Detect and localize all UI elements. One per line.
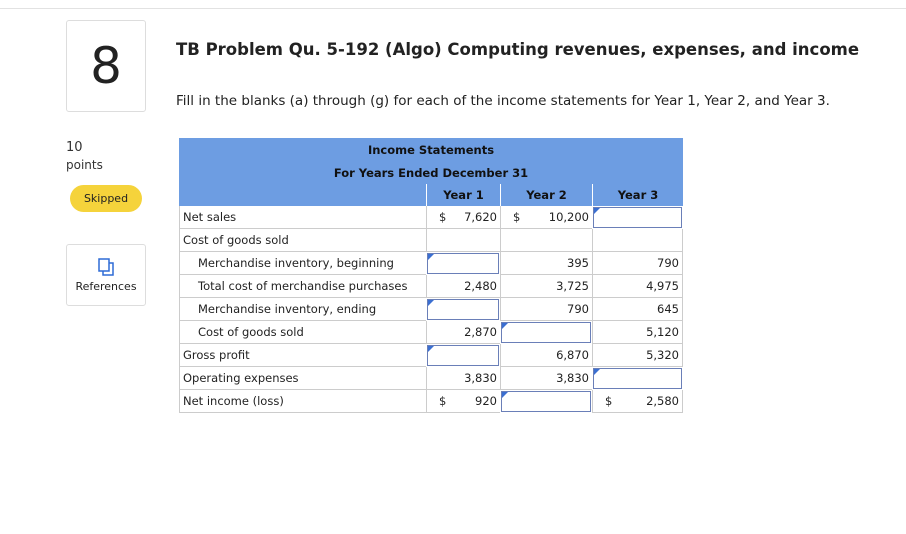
row-label: Operating expenses	[179, 367, 426, 390]
currency-sign: $	[439, 394, 447, 408]
references-label: References	[75, 280, 137, 293]
references-button[interactable]: References	[66, 244, 146, 306]
input-marker	[428, 254, 434, 260]
table-title: Income Statements	[179, 138, 683, 161]
answer-input[interactable]	[593, 368, 682, 389]
column-header: Year 2	[500, 184, 592, 206]
row-label: Total cost of merchandise purchases	[179, 275, 426, 298]
answer-input[interactable]	[427, 253, 499, 274]
row-label: Merchandise inventory, ending	[179, 298, 426, 321]
table-subtitle: For Years Ended December 31	[179, 161, 683, 184]
value-cell: 395	[500, 252, 592, 275]
value-cell: 3,725	[500, 275, 592, 298]
input-marker	[594, 369, 600, 375]
row-label: Cost of goods sold	[179, 229, 426, 252]
value-cell	[426, 229, 500, 252]
value-cell: $10,200	[500, 206, 592, 229]
value: 2,580	[646, 394, 679, 408]
divider	[0, 8, 906, 9]
value-cell: $920	[426, 390, 500, 413]
row-label: Merchandise inventory, beginning	[179, 252, 426, 275]
value-cell: 645	[592, 298, 683, 321]
value-cell	[500, 229, 592, 252]
row-label: Net income (loss)	[179, 390, 426, 413]
currency-sign: $	[439, 210, 447, 224]
points-value: 10	[66, 140, 83, 155]
points-label: points	[66, 158, 103, 172]
value: 920	[475, 394, 497, 408]
currency-sign: $	[513, 210, 521, 224]
answer-input[interactable]	[427, 299, 499, 320]
value-cell: 6,870	[500, 344, 592, 367]
value-cell: 5,320	[592, 344, 683, 367]
value-cell: 4,975	[592, 275, 683, 298]
value-cell: 2,870	[426, 321, 500, 344]
value: 10,200	[548, 210, 589, 224]
value-cell: 5,120	[592, 321, 683, 344]
answer-input[interactable]	[501, 322, 591, 343]
value: 7,620	[464, 210, 497, 224]
input-marker	[594, 208, 600, 214]
problem-title: TB Problem Qu. 5-192 (Algo) Computing re…	[176, 40, 860, 59]
input-marker	[502, 392, 508, 398]
value-cell: 790	[500, 298, 592, 321]
value-cell: $7,620	[426, 206, 500, 229]
references-icon	[98, 258, 114, 276]
value-cell	[592, 229, 683, 252]
question-number: 8	[66, 20, 146, 112]
input-marker	[428, 300, 434, 306]
input-marker	[502, 323, 508, 329]
answer-input[interactable]	[427, 345, 499, 366]
status-badge: Skipped	[70, 185, 142, 212]
row-label: Gross profit	[179, 344, 426, 367]
answer-input[interactable]	[593, 207, 682, 228]
currency-sign: $	[605, 394, 613, 408]
value-cell: 790	[592, 252, 683, 275]
instructions: Fill in the blanks (a) through (g) for e…	[176, 93, 830, 109]
value-cell: 3,830	[500, 367, 592, 390]
answer-input[interactable]	[501, 391, 591, 412]
value-cell: 3,830	[426, 367, 500, 390]
column-header: Year 1	[426, 184, 500, 206]
header-blank	[179, 184, 426, 206]
value-cell: 2,480	[426, 275, 500, 298]
row-label: Cost of goods sold	[179, 321, 426, 344]
column-header: Year 3	[592, 184, 683, 206]
input-marker	[428, 346, 434, 352]
value-cell: $2,580	[592, 390, 683, 413]
row-label: Net sales	[179, 206, 426, 229]
